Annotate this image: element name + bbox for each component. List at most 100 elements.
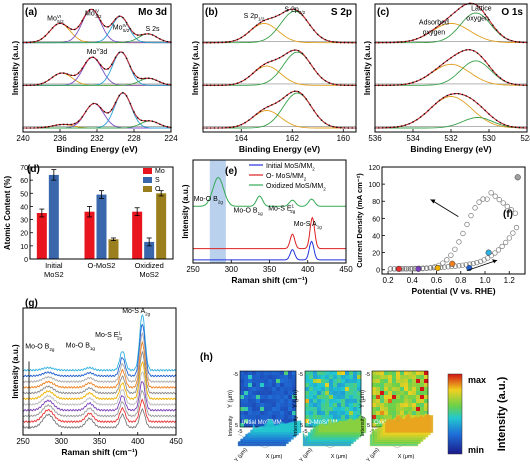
map-pixel bbox=[372, 423, 377, 428]
map-pixel bbox=[404, 411, 409, 416]
arrow-head bbox=[430, 199, 436, 204]
map-pixel bbox=[357, 395, 362, 400]
map-pixel bbox=[317, 391, 322, 396]
marker-point bbox=[514, 174, 521, 181]
map-pixel bbox=[349, 375, 354, 380]
map-pixel bbox=[345, 395, 350, 400]
data-point bbox=[122, 51, 124, 54]
map-pixel bbox=[376, 399, 381, 404]
data-point bbox=[313, 67, 315, 70]
legend-swatch bbox=[143, 186, 152, 192]
map-pixel bbox=[376, 411, 381, 416]
data-point bbox=[51, 125, 54, 127]
map-pixel bbox=[408, 399, 413, 404]
map-pixel bbox=[345, 411, 350, 416]
surface-x-label: X (μm) bbox=[266, 454, 283, 460]
map-pixel bbox=[252, 375, 257, 380]
label-part: /MM bbox=[299, 163, 313, 170]
map-pixel bbox=[384, 411, 389, 416]
data-point bbox=[351, 41, 353, 44]
data-point bbox=[446, 17, 449, 20]
map-pixel bbox=[380, 371, 385, 376]
map-pixel bbox=[400, 407, 405, 412]
data-point bbox=[294, 8, 296, 11]
map-pixel bbox=[416, 383, 421, 388]
map-pixel bbox=[240, 383, 245, 388]
data-point bbox=[122, 16, 124, 19]
data-point bbox=[419, 78, 422, 81]
map-pixel bbox=[349, 383, 354, 388]
map-pixel bbox=[376, 379, 381, 384]
map-pixel bbox=[276, 415, 281, 420]
data-point bbox=[469, 97, 471, 99]
map-pixel bbox=[424, 371, 429, 376]
data-point bbox=[96, 103, 98, 106]
surface-plot: Intensity Y (μm) X (μm) bbox=[360, 412, 434, 464]
data-point bbox=[294, 49, 296, 51]
data-point bbox=[129, 102, 132, 105]
map-pixel bbox=[256, 423, 261, 428]
map-pixel bbox=[280, 391, 285, 396]
map-pixel bbox=[376, 383, 381, 388]
map-pixel bbox=[396, 379, 401, 384]
map-pixel bbox=[392, 391, 397, 396]
peak-label: oxygen bbox=[466, 16, 489, 23]
map-pixel bbox=[292, 407, 297, 412]
map-pixel bbox=[248, 411, 253, 416]
data-point bbox=[37, 40, 39, 42]
data-point bbox=[522, 41, 524, 44]
map-pixel bbox=[416, 387, 421, 392]
data-point bbox=[129, 27, 132, 30]
map-pixel bbox=[392, 371, 397, 376]
data-point bbox=[92, 102, 95, 105]
x-tick-label: 0.4 bbox=[407, 276, 419, 285]
data-point bbox=[457, 92, 460, 95]
data-point bbox=[59, 72, 61, 75]
data-point bbox=[133, 111, 135, 113]
raman-spectrum bbox=[22, 361, 177, 401]
x-tick-label: 0.2 bbox=[382, 276, 394, 285]
map-pixel bbox=[357, 387, 362, 392]
data-point bbox=[259, 66, 262, 68]
plot-frame bbox=[202, 3, 357, 133]
map-pixel bbox=[272, 415, 277, 420]
label-sub: 2g bbox=[117, 336, 123, 341]
map-pixel bbox=[400, 403, 405, 408]
fit-component bbox=[203, 22, 356, 44]
raman-spectrum bbox=[22, 371, 177, 407]
map-pixel bbox=[337, 375, 342, 380]
data-point bbox=[206, 84, 208, 87]
data-point bbox=[221, 41, 223, 44]
data-point bbox=[446, 94, 449, 97]
map-pixel bbox=[288, 415, 293, 420]
label-part: oxygen bbox=[466, 16, 489, 23]
data-point bbox=[111, 22, 113, 25]
data-point bbox=[114, 18, 117, 20]
data-point bbox=[232, 83, 235, 85]
map-pixel bbox=[252, 387, 257, 392]
surface-z-label: Intensity bbox=[360, 416, 366, 437]
data-point bbox=[500, 200, 506, 206]
y-tick-label: 50 bbox=[20, 191, 28, 198]
x-tick-label: 224 bbox=[164, 134, 178, 143]
map-pixel bbox=[416, 415, 421, 420]
map-pixel bbox=[276, 411, 281, 416]
x-tick-label: 0.6 bbox=[431, 276, 443, 285]
panel-letter: (c) bbox=[377, 7, 389, 18]
map-pixel bbox=[305, 407, 310, 412]
map-pixel bbox=[292, 391, 297, 396]
data-point bbox=[427, 32, 430, 34]
data-point bbox=[495, 247, 502, 253]
data-point bbox=[251, 27, 254, 30]
label-part: Lattice bbox=[471, 5, 492, 12]
data-point bbox=[85, 61, 87, 64]
bar bbox=[84, 211, 95, 259]
map-pixel bbox=[404, 371, 409, 376]
data-point bbox=[267, 61, 269, 64]
data-point bbox=[111, 63, 113, 66]
data-point bbox=[263, 19, 266, 22]
map-pixel bbox=[321, 395, 326, 400]
y-tick-label: 10 bbox=[20, 244, 28, 251]
map-pixel bbox=[276, 391, 281, 396]
bar bbox=[144, 241, 155, 259]
